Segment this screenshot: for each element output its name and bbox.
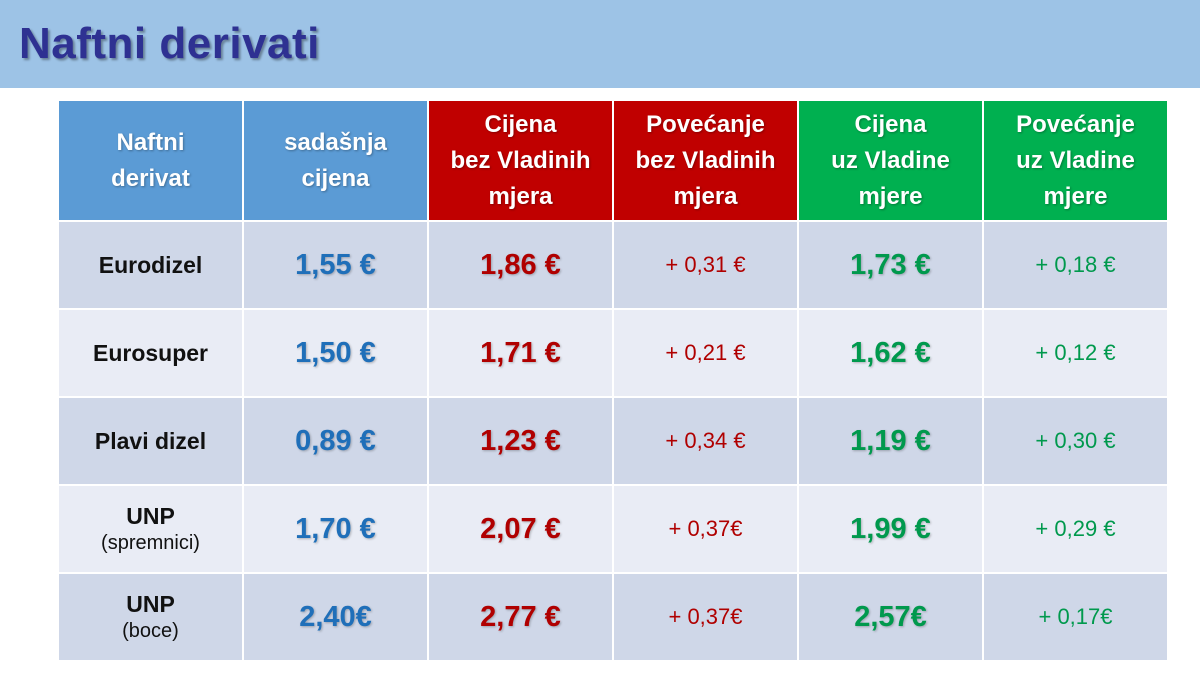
table-row: UNP (spremnici) 1,70 € 2,07 € + 0,37€ 1,9… <box>57 484 1169 574</box>
price-without-measures-cell: 1,86 € <box>427 220 614 310</box>
increase-without-measures-cell: + 0,37€ <box>612 572 799 662</box>
current-price-cell: 1,55 € <box>242 220 429 310</box>
price-with-measures-cell: 1,73 € <box>797 220 984 310</box>
increase-with-measures-cell: + 0,18 € <box>982 220 1169 310</box>
header-fuel-type: Naftni derivat <box>57 99 244 222</box>
fuel-name-cell: UNP (spremnici) <box>57 484 244 574</box>
increase-with-measures-cell: + 0,30 € <box>982 396 1169 486</box>
table-row: Plavi dizel 0,89 € 1,23 € + 0,34 € 1,19 … <box>57 396 1169 486</box>
price-without-measures-cell: 2,07 € <box>427 484 614 574</box>
price-without-measures-cell: 2,77 € <box>427 572 614 662</box>
header-current-price: sadašnja cijena <box>242 99 429 222</box>
title-band <box>0 0 1200 88</box>
price-with-measures-cell: 1,19 € <box>797 396 984 486</box>
header-increase-with-measures: Povećanje uz Vladine mjere <box>982 99 1169 222</box>
increase-with-measures-cell: + 0,17€ <box>982 572 1169 662</box>
header-price-with-measures: Cijena uz Vladine mjere <box>797 99 984 222</box>
price-with-measures-cell: 2,57€ <box>797 572 984 662</box>
header-increase-without-measures: Povećanje bez Vladinih mjera <box>612 99 799 222</box>
current-price-cell: 1,70 € <box>242 484 429 574</box>
increase-without-measures-cell: + 0,31 € <box>612 220 799 310</box>
price-with-measures-cell: 1,62 € <box>797 308 984 398</box>
increase-without-measures-cell: + 0,37€ <box>612 484 799 574</box>
table-row: UNP (boce) 2,40€ 2,77 € + 0,37€ 2,57€ + 0… <box>57 572 1169 662</box>
current-price-cell: 0,89 € <box>242 396 429 486</box>
increase-without-measures-cell: + 0,34 € <box>612 396 799 486</box>
fuel-name-cell: Eurodizel <box>57 220 244 310</box>
price-without-measures-cell: 1,23 € <box>427 396 614 486</box>
fuel-name-cell: Eurosuper <box>57 308 244 398</box>
table-row: Eurodizel 1,55 € 1,86 € + 0,31 € 1,73 € … <box>57 220 1169 310</box>
increase-with-measures-cell: + 0,12 € <box>982 308 1169 398</box>
current-price-cell: 1,50 € <box>242 308 429 398</box>
increase-without-measures-cell: + 0,21 € <box>612 308 799 398</box>
price-with-measures-cell: 1,99 € <box>797 484 984 574</box>
header-price-without-measures: Cijena bez Vladinih mjera <box>427 99 614 222</box>
table-row: Eurosuper 1,50 € 1,71 € + 0,21 € 1,62 € … <box>57 308 1169 398</box>
price-without-measures-cell: 1,71 € <box>427 308 614 398</box>
fuel-price-table: Naftni derivat sadašnja cijena Cijena be… <box>57 99 1169 662</box>
current-price-cell: 2,40€ <box>242 572 429 662</box>
page-title: Naftni derivati <box>19 19 320 68</box>
fuel-name-cell: Plavi dizel <box>57 396 244 486</box>
increase-with-measures-cell: + 0,29 € <box>982 484 1169 574</box>
table-header-row: Naftni derivat sadašnja cijena Cijena be… <box>57 99 1169 222</box>
fuel-name-cell: UNP (boce) <box>57 572 244 662</box>
